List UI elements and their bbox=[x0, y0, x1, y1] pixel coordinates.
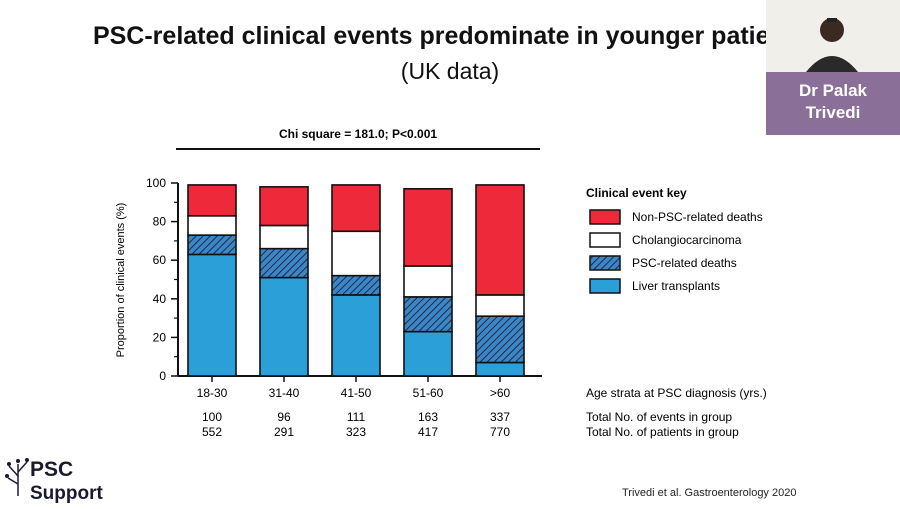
x-tick-label: 18-30 bbox=[197, 386, 228, 400]
y-tick-label: 80 bbox=[153, 215, 167, 229]
x-tick-label: 41-50 bbox=[341, 386, 372, 400]
y-tick-label: 100 bbox=[146, 176, 166, 190]
patients-count: 552 bbox=[202, 425, 222, 439]
speaker-name-line1: Dr Palak bbox=[798, 81, 868, 100]
bar-segment bbox=[187, 253, 237, 377]
bar-segment bbox=[187, 184, 237, 217]
slide-subtitle: (UK data) bbox=[400, 58, 500, 84]
legend-swatch bbox=[589, 232, 621, 248]
bar-segment bbox=[259, 247, 309, 279]
y-tick-label: 40 bbox=[153, 292, 167, 306]
bar-segment bbox=[259, 224, 309, 250]
bar-segment bbox=[403, 296, 453, 333]
bar-segment bbox=[403, 330, 453, 377]
logo-text-psc: PSC bbox=[30, 458, 74, 481]
patients-row-label: Total No. of patients in group bbox=[586, 425, 739, 439]
events-count: 163 bbox=[418, 410, 438, 424]
legend-title: Clinical event key bbox=[586, 186, 687, 200]
x-tick-label: 51-60 bbox=[413, 386, 444, 400]
bar-segment bbox=[475, 184, 525, 296]
logo-text-support: Support bbox=[30, 483, 103, 504]
bar-segment bbox=[475, 361, 525, 377]
legend-label: Non-PSC-related deaths bbox=[632, 210, 763, 224]
bar-segment bbox=[403, 265, 453, 298]
legend-label: Liver transplants bbox=[632, 279, 720, 293]
bar-segment bbox=[331, 230, 381, 277]
legend-label: Cholangiocarcinoma bbox=[632, 233, 742, 247]
y-tick-label: 60 bbox=[153, 253, 167, 267]
speaker-avatar bbox=[806, 18, 858, 72]
speaker-namecard: Dr Palak Trivedi bbox=[766, 72, 900, 135]
legend-label: PSC-related deaths bbox=[632, 256, 737, 270]
x-tick-label: >60 bbox=[490, 386, 511, 400]
bar-segment bbox=[187, 234, 237, 256]
bar-segment bbox=[259, 276, 309, 377]
psc-support-logo: PSC Support bbox=[2, 446, 142, 504]
events-count: 96 bbox=[277, 410, 291, 424]
legend-swatch bbox=[589, 278, 621, 294]
bar-segment bbox=[475, 294, 525, 317]
events-count: 100 bbox=[202, 410, 222, 424]
patients-count: 770 bbox=[490, 425, 510, 439]
events-count: 337 bbox=[490, 410, 510, 424]
bar-segment bbox=[187, 215, 237, 236]
legend-swatch bbox=[589, 209, 621, 225]
chart-title: Chi square = 181.0; P<0.001 bbox=[279, 127, 437, 141]
speaker-name-line2: Trivedi bbox=[805, 103, 861, 122]
y-tick-label: 0 bbox=[159, 369, 166, 383]
x-tick-label: 31-40 bbox=[269, 386, 300, 400]
bar-segment bbox=[331, 184, 381, 233]
bar-segment bbox=[403, 187, 453, 267]
y-axis-label: Proportion of clinical events (%) bbox=[115, 203, 127, 358]
patients-count: 323 bbox=[346, 425, 366, 439]
bar-segment bbox=[331, 294, 381, 377]
patients-count: 417 bbox=[418, 425, 438, 439]
y-tick-label: 20 bbox=[153, 330, 167, 344]
patients-count: 291 bbox=[274, 425, 294, 439]
slide-title: PSC-related clinical events predominate … bbox=[92, 22, 808, 50]
citation: Trivedi et al. Gastroenterology 2020 bbox=[622, 487, 797, 499]
bar-segment bbox=[259, 186, 309, 227]
events-row-label: Total No. of events in group bbox=[586, 410, 732, 424]
events-count: 111 bbox=[347, 410, 366, 424]
legend-swatch bbox=[589, 255, 621, 271]
tree-logo-icon bbox=[5, 458, 29, 496]
bar-segment bbox=[331, 274, 381, 296]
bar-segment bbox=[475, 315, 525, 364]
x-axis-label: Age strata at PSC diagnosis (yrs.) bbox=[586, 386, 767, 400]
